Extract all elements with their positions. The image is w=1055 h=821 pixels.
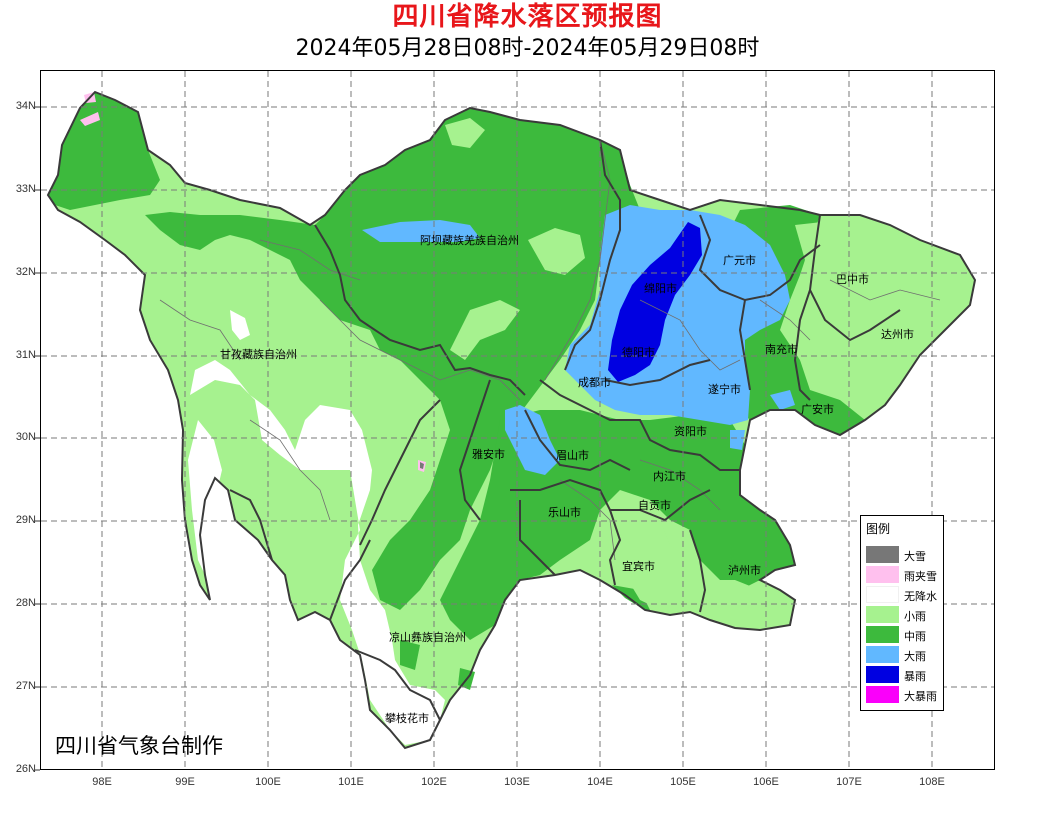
city-label-guangan: 广安市	[801, 403, 834, 416]
city-label-bazhong: 巴中市	[836, 273, 869, 286]
city-label-deyang: 德阳市	[622, 346, 655, 359]
legend: 图例 大雪 雨夹雪 无降水 小雨 中雨 大雨 暴雨 大暴雨	[860, 515, 944, 711]
city-label-yibin: 宜宾市	[622, 560, 655, 573]
legend-swatch	[866, 566, 899, 583]
city-label-ziyang: 资阳市	[674, 425, 707, 438]
region-label-aba: 阿坝藏族羌族自治州	[420, 234, 519, 247]
city-label-zigong: 自贡市	[638, 499, 671, 512]
legend-label: 大暴雨	[904, 690, 937, 703]
city-label-chengdu: 成都市	[578, 376, 611, 389]
lat-label: 27N	[15, 680, 36, 692]
legend-title: 图例	[866, 522, 891, 536]
city-label-yaan: 雅安市	[472, 448, 505, 461]
lat-label: 31N	[15, 349, 36, 361]
legend-swatch	[866, 586, 899, 603]
forecast-period: 2024年05月28日08时-2024年05月29日08时	[295, 36, 760, 61]
city-label-luzhou: 泸州市	[728, 564, 761, 577]
region-label-ganzi: 甘孜藏族自治州	[220, 348, 297, 361]
lon-label: 100E	[255, 776, 281, 788]
lon-label: 104E	[587, 776, 613, 788]
lat-label: 34N	[15, 100, 36, 112]
legend-label: 小雨	[904, 610, 926, 623]
legend-label: 大雪	[904, 550, 926, 563]
map-title: 四川省降水落区预报图	[392, 2, 663, 32]
legend-label: 雨夹雪	[904, 570, 937, 583]
city-label-neijiang: 内江市	[653, 470, 686, 483]
legend-swatch	[866, 686, 899, 703]
lat-label: 30N	[15, 431, 36, 443]
legend-item-heavy-rain: 大雨	[866, 646, 944, 664]
lon-label: 105E	[670, 776, 696, 788]
lat-label: 28N	[15, 597, 36, 609]
moderate-rain-area-north	[48, 92, 160, 210]
region-label-liangshan: 凉山彝族自治州	[389, 631, 466, 644]
city-label-leshan: 乐山市	[548, 506, 581, 519]
legend-item-rainstorm: 暴雨	[866, 666, 944, 684]
legend-label: 暴雨	[904, 670, 926, 683]
lon-label: 101E	[338, 776, 364, 788]
city-label-nanchong: 南充市	[765, 343, 798, 356]
lon-label: 107E	[836, 776, 862, 788]
legend-swatch	[866, 606, 899, 623]
rainstorm-area	[608, 222, 702, 382]
legend-item-no-precipitation: 无降水	[866, 586, 944, 604]
legend-item-heavy-rainstorm: 大暴雨	[866, 686, 944, 704]
producer-credit: 四川省气象台制作	[55, 734, 223, 758]
city-label-meishan: 眉山市	[556, 449, 589, 462]
legend-label: 无降水	[904, 590, 937, 603]
legend-swatch	[866, 646, 899, 663]
city-label-mianyang: 绵阳市	[644, 282, 677, 295]
legend-swatch	[866, 666, 899, 683]
legend-item-moderate-rain: 中雨	[866, 626, 944, 644]
legend-swatch	[866, 626, 899, 643]
legend-item-heavy-snow: 大雪	[866, 546, 944, 564]
lat-label: 26N	[15, 763, 36, 775]
city-label-suining: 遂宁市	[708, 383, 741, 396]
legend-item-sleet: 雨夹雪	[866, 566, 944, 584]
lon-label: 99E	[175, 776, 195, 788]
no-precipitation-area	[190, 360, 445, 745]
city-label-panzhihua: 攀枝花市	[385, 712, 429, 725]
lon-label: 98E	[92, 776, 112, 788]
lon-label: 103E	[504, 776, 530, 788]
city-label-guangyuan: 广元市	[723, 254, 756, 267]
lon-label: 106E	[753, 776, 779, 788]
legend-label: 中雨	[904, 630, 926, 643]
lon-label: 102E	[421, 776, 447, 788]
legend-swatch	[866, 546, 899, 563]
lat-label: 32N	[15, 266, 36, 278]
city-label-dazhou: 达州市	[881, 328, 914, 341]
lat-label: 29N	[15, 514, 36, 526]
legend-item-light-rain: 小雨	[866, 606, 944, 624]
lat-label: 33N	[15, 183, 36, 195]
legend-label: 大雨	[904, 650, 926, 663]
map-frame	[40, 70, 995, 770]
lon-label: 108E	[919, 776, 945, 788]
